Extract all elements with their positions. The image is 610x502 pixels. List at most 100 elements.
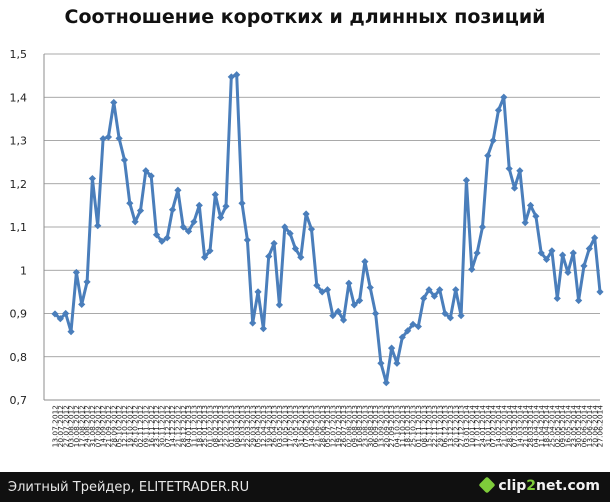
data-point: [184, 227, 193, 235]
x-tick-label: 30.05.2014: [574, 405, 583, 448]
x-tick-label: 21.12.2012: [173, 405, 182, 447]
x-tick-label: 07.12.2012: [163, 405, 172, 447]
data-point: [318, 288, 326, 296]
x-tick-label: 14.12.2012: [168, 405, 177, 447]
y-tick-label: 1: [20, 264, 27, 277]
data-point: [62, 309, 70, 318]
data-point: [462, 176, 471, 184]
data-point: [500, 93, 508, 101]
x-tick-label: 20.07.2012: [56, 405, 65, 447]
x-tick-label: 23.11.2012: [152, 405, 161, 447]
x-tick-label: 11.10.2013: [398, 405, 407, 448]
x-tick-label: 24.05.2013: [291, 405, 300, 448]
x-tick-label: 02.08.2013: [344, 405, 353, 448]
data-point: [537, 249, 545, 257]
x-tick-label: 28.03.2014: [526, 405, 535, 448]
data-point: [206, 247, 214, 255]
x-tick-label: 20.06.2014: [590, 405, 599, 448]
x-tick-label: 01.02.2013: [206, 405, 215, 448]
y-tick-label: 1,3: [10, 135, 28, 148]
x-tick-label: 03.05.2013: [275, 405, 284, 448]
data-point: [163, 234, 171, 242]
x-tick-label: 11.01.2013: [190, 405, 199, 448]
x-tick-label: 31.01.2014: [483, 405, 492, 448]
x-tick-label: 14.09.2012: [99, 405, 108, 447]
line-chart: 1,51,41,31,21,110,90,80,7 13.07.201220.0…: [10, 48, 605, 448]
x-tick-label: 27.12.2013: [457, 405, 466, 448]
x-tick-label: 23.08.2013: [361, 405, 370, 448]
data-point: [575, 296, 583, 305]
x-tick-label: 16.11.2012: [147, 405, 156, 447]
data-point: [425, 286, 433, 294]
y-tick-label: 1,5: [10, 48, 28, 61]
x-tick-label: 17.05.2013: [286, 405, 295, 448]
x-tick-label: 14.06.2013: [307, 405, 316, 448]
data-point: [313, 281, 321, 289]
data-point: [420, 294, 428, 302]
x-tick-label: 16.05.2014: [564, 405, 573, 448]
data-point: [307, 225, 316, 233]
data-point: [281, 223, 289, 231]
x-tick-label: 01.11.2013: [414, 405, 423, 448]
x-tick-label: 03.08.2012: [67, 405, 76, 447]
data-point: [297, 253, 305, 261]
data-point: [516, 167, 524, 175]
x-tick-label: 22.02.2013: [222, 405, 231, 448]
data-point: [174, 186, 182, 194]
data-point: [585, 245, 593, 253]
data-point: [115, 134, 123, 142]
y-tick-label: 1,2: [10, 178, 28, 191]
data-point: [446, 314, 454, 322]
x-tick-label: 09.05.2014: [558, 405, 567, 448]
data-point: [168, 206, 177, 214]
x-tick-label: 18.10.2013: [403, 405, 412, 448]
data-point: [414, 322, 422, 331]
data-point: [179, 223, 187, 231]
logo-text-accent: 2: [526, 478, 537, 494]
x-tick-label: 10.08.2012: [72, 405, 81, 447]
x-tick-label: 08.03.2013: [232, 405, 241, 448]
x-tick-label: 12.07.2013: [328, 405, 337, 448]
data-point: [430, 292, 438, 300]
x-tick-label: 19.04.2013: [264, 405, 273, 448]
x-tick-label: 03.01.2014: [462, 405, 471, 448]
y-tick-label: 0,8: [10, 351, 28, 364]
x-tick-label: 27.06.2014: [596, 405, 605, 448]
data-point: [254, 288, 262, 296]
data-point: [238, 199, 246, 207]
x-tick-label: 20.12.2013: [451, 405, 460, 448]
data-point: [361, 258, 369, 266]
data-point: [142, 167, 150, 175]
x-tick-label: 25.01.2013: [200, 405, 209, 448]
data-point: [233, 71, 241, 79]
series-layer: [51, 71, 604, 387]
data-point: [152, 231, 161, 239]
x-tick-label: 31.08.2012: [88, 405, 97, 447]
x-tick-label: 28.12.2012: [179, 405, 188, 447]
x-tick-label: 14.03.2014: [515, 405, 524, 448]
x-tick-label: 18.01.2013: [195, 405, 204, 448]
data-point: [334, 307, 342, 315]
data-point: [259, 325, 267, 333]
x-tick-label: 01.03.2013: [227, 405, 236, 448]
data-point: [211, 190, 219, 199]
y-axis: 1,5 1,4 1,3 1,2 1,1 1 0,9 0,8 0,7: [10, 48, 45, 407]
data-point: [366, 283, 374, 292]
x-tick-label: 18.04.2014: [542, 405, 551, 448]
x-tick-label: 06.06.2014: [580, 405, 589, 448]
x-tick-label: 17.08.2012: [77, 405, 86, 447]
data-point: [371, 309, 380, 318]
data-point: [190, 218, 198, 226]
data-point: [110, 98, 118, 107]
data-point: [548, 247, 556, 255]
data-point: [195, 201, 203, 209]
x-tick-label: 13.06.2014: [585, 405, 594, 448]
x-tick-label: 08.11.2013: [419, 405, 428, 448]
x-tick-label: 22.11.2013: [430, 405, 439, 448]
data-point: [564, 268, 572, 277]
data-point: [489, 136, 497, 145]
x-tick-label: 16.08.2013: [355, 405, 364, 448]
data-point: [249, 319, 257, 327]
data-point: [291, 245, 300, 253]
x-tick-label: 11.04.2014: [537, 405, 546, 448]
